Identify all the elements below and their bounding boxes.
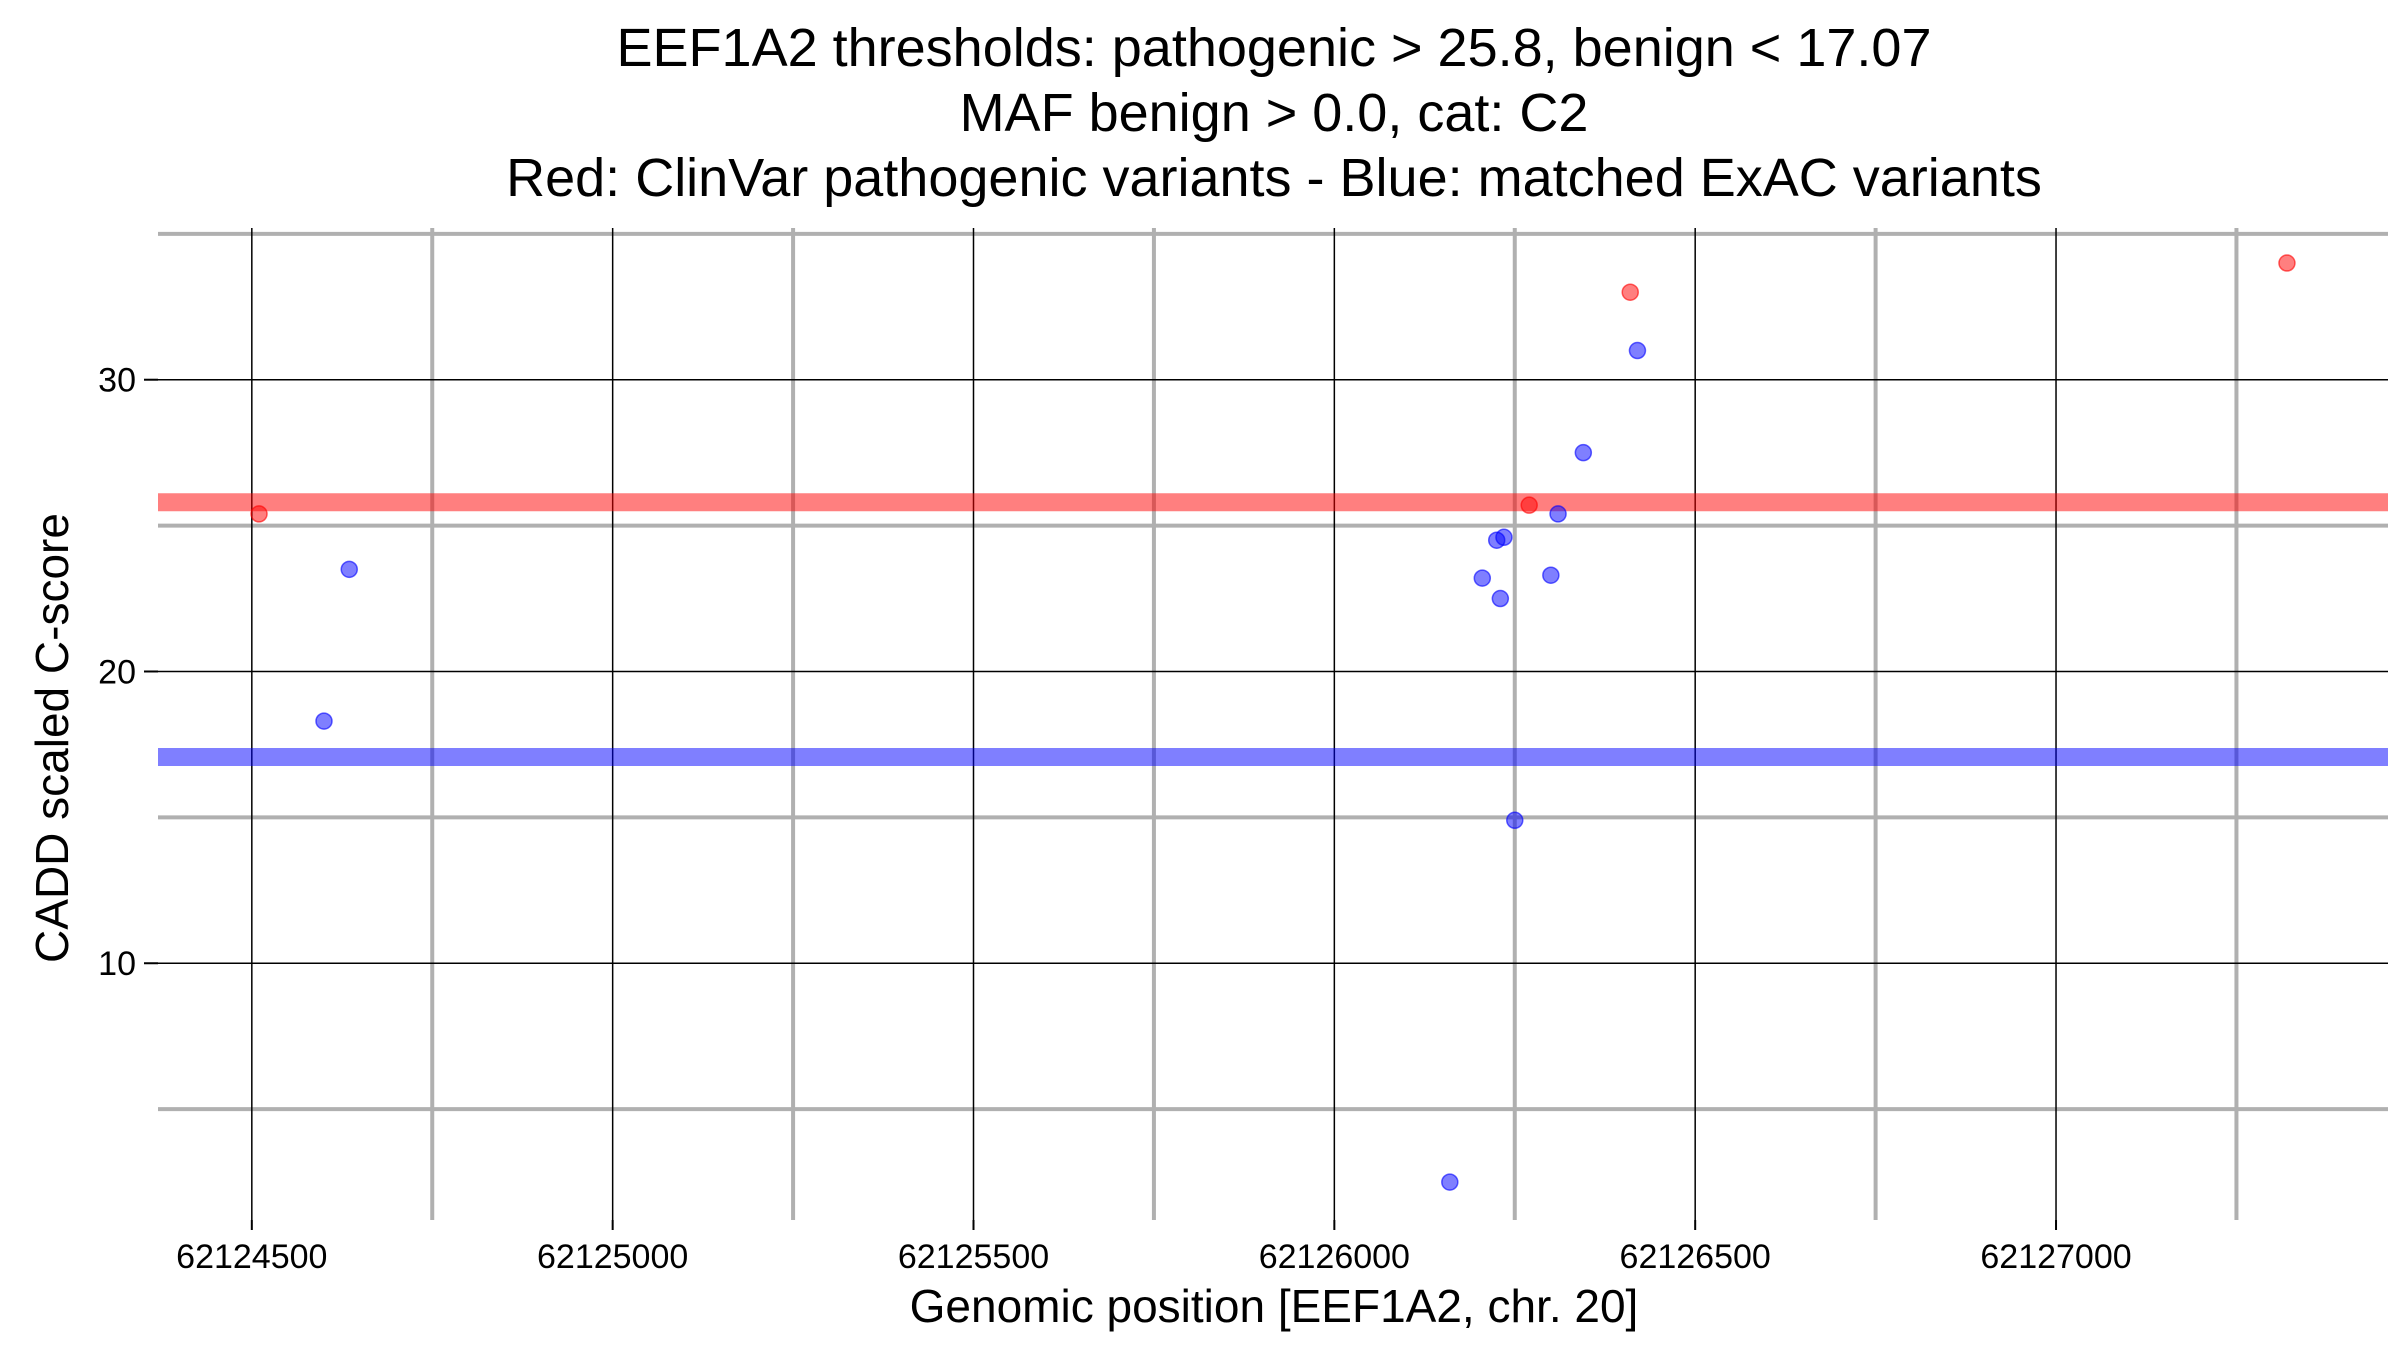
data-point-series-0: [1520, 496, 1538, 514]
data-point-series-0: [250, 505, 268, 523]
data-point-series-1: [1628, 341, 1647, 360]
title-line-2: MAF benign > 0.0, cat: C2: [960, 83, 1589, 143]
data-point-series-1: [1495, 528, 1513, 547]
x-tick-label: 62126500: [1620, 1238, 1771, 1276]
data-point-series-1: [1574, 443, 1593, 462]
data-point-series-1: [315, 712, 333, 730]
x-tick-label: 62124500: [176, 1238, 327, 1276]
y-tick-label: 20: [98, 653, 136, 691]
y-axis-title: CADD scaled C-score: [26, 513, 78, 963]
x-tick-label: 62125500: [898, 1238, 1049, 1276]
x-tick-label: 62126000: [1259, 1238, 1410, 1276]
data-point-series-0: [2278, 254, 2296, 272]
title-line-1: EEF1A2 thresholds: pathogenic > 25.8, be…: [617, 18, 1932, 78]
data-point-series-1: [1441, 1173, 1459, 1191]
data-point-series-0: [1621, 283, 1639, 301]
data-point-series-1: [1549, 505, 1567, 523]
title-line-3: Red: ClinVar pathogenic variants - Blue:…: [506, 148, 2042, 208]
data-point-series-1: [340, 560, 358, 579]
data-point-series-1: [1473, 569, 1492, 587]
y-tick-label: 30: [98, 362, 136, 400]
y-tick-label: 10: [98, 945, 136, 983]
chart-title: EEF1A2 thresholds: pathogenic > 25.8, be…: [506, 18, 2042, 208]
data-point-series-1: [1542, 566, 1560, 584]
data-point-series-1: [1491, 589, 1510, 608]
x-tick-label: 62127000: [1980, 1238, 2131, 1276]
x-tick-label: 62125000: [537, 1238, 688, 1276]
plot-area: 62124500 62125000 62125500 62126000 62126500…: [98, 228, 2388, 1276]
x-axis-title: Genomic position [EEF1A2, chr. 20]: [910, 1280, 1639, 1332]
data-point-series-1: [1506, 811, 1524, 830]
